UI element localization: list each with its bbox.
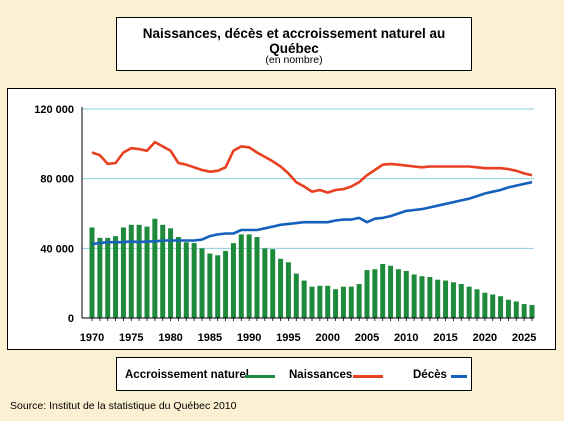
x-tick-label: 1980: [158, 332, 182, 344]
bar: [435, 279, 441, 318]
x-tick-label: 2020: [473, 332, 497, 344]
legend-label-accroissement: Accroissement naturel: [125, 369, 249, 381]
bar: [521, 304, 527, 318]
bar: [160, 224, 166, 318]
legend-label-deces: Décès: [413, 369, 447, 381]
bar: [113, 236, 119, 318]
y-tick-label: 40 000: [40, 243, 74, 255]
x-tick-label: 1985: [198, 332, 222, 344]
source-note: Source: Institut de la statistique du Qu…: [10, 400, 237, 412]
bar: [411, 274, 417, 318]
bar: [340, 286, 346, 318]
bar: [348, 286, 354, 318]
bar: [230, 243, 236, 318]
bar: [529, 304, 535, 318]
bar: [246, 234, 252, 318]
bar: [215, 255, 221, 318]
bar: [372, 269, 378, 318]
bar: [175, 237, 181, 318]
x-tick-label: 1970: [80, 332, 104, 344]
bar: [152, 218, 158, 318]
line-naissances: [91, 140, 533, 194]
bar: [490, 294, 496, 318]
legend-label-naissances: Naissances: [289, 369, 353, 381]
chart-subtitle: (en nombre): [265, 54, 323, 66]
bar: [325, 285, 331, 318]
bar: [254, 237, 260, 318]
legend-swatch-accroissement: [245, 375, 275, 378]
bar: [333, 289, 339, 318]
bar: [474, 289, 480, 318]
x-tick-label: 2025: [512, 332, 536, 344]
legend: Accroissement naturel Naissances Décès: [116, 357, 472, 391]
legend-swatch-deces: [451, 375, 467, 378]
bar: [419, 276, 425, 318]
x-tick-label: 2015: [433, 332, 457, 344]
bar: [482, 292, 488, 318]
legend-swatch-naissances: [353, 375, 383, 378]
chart-title-box: Naissances, décès et accroissement natur…: [116, 17, 472, 71]
bar: [450, 282, 456, 318]
bar: [403, 270, 409, 318]
bar: [223, 250, 229, 318]
bar: [97, 237, 103, 318]
bar: [388, 265, 394, 318]
bar: [427, 277, 433, 318]
bar: [270, 249, 276, 318]
bar: [136, 224, 142, 318]
bar: [168, 228, 174, 318]
bar: [458, 284, 464, 318]
x-tick-label: 1975: [119, 332, 143, 344]
x-tick-label: 2000: [315, 332, 339, 344]
bar: [207, 253, 213, 318]
bar: [144, 226, 150, 318]
bar: [191, 243, 197, 318]
bar: [105, 237, 111, 318]
bar: [317, 285, 323, 318]
x-tick-label: 2005: [355, 332, 379, 344]
bar: [309, 286, 315, 318]
bar: [498, 296, 504, 318]
bar: [183, 242, 189, 318]
bar: [301, 280, 307, 318]
y-tick-label: 80 000: [40, 174, 74, 186]
x-tick-label: 2010: [394, 332, 418, 344]
bar: [513, 301, 519, 318]
bar: [285, 262, 291, 318]
bar: [364, 270, 370, 318]
plot-frame: 0 40 000 80 000 120 000 1970 1975 1980 1985 1990…: [7, 88, 556, 350]
bar: [466, 286, 472, 318]
bar: [443, 280, 449, 318]
bar: [199, 248, 205, 318]
bar: [395, 269, 401, 318]
chart-title: Naissances, décès et accroissement natur…: [142, 26, 446, 56]
y-tick-label: 0: [68, 313, 74, 325]
line-deces: [91, 180, 533, 246]
bar: [238, 234, 244, 318]
plot-area: 0 40 000 80 000 120 000 1970 1975 1980 1985 1990…: [34, 104, 536, 344]
x-tick-label: 1995: [276, 332, 300, 344]
y-tick-label: 120 000: [34, 104, 74, 116]
bar: [128, 224, 134, 318]
bar: [505, 299, 511, 318]
bar: [89, 227, 95, 318]
bar: [278, 258, 284, 318]
bar: [120, 227, 126, 318]
bar: [293, 273, 299, 318]
bar: [356, 284, 362, 318]
bar: [262, 248, 268, 318]
x-tick-label: 1990: [237, 332, 261, 344]
bar: [380, 264, 386, 318]
